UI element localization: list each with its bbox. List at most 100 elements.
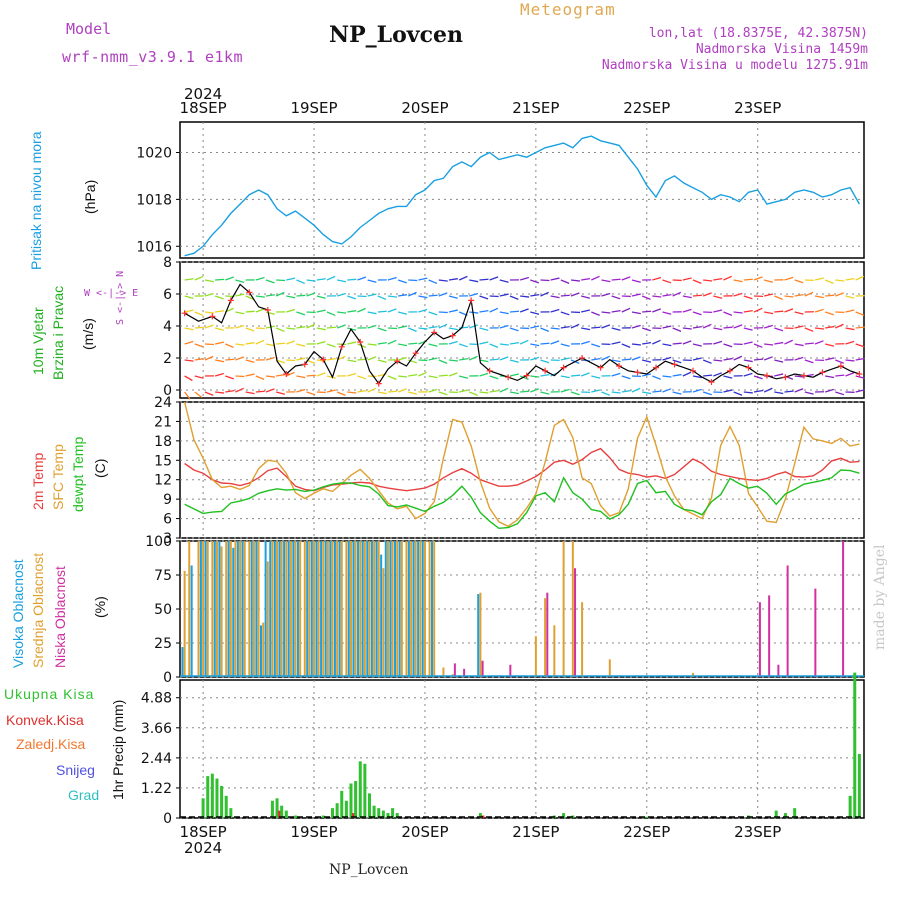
- wind-arrow: [509, 359, 519, 363]
- total-precip-bar: [201, 798, 205, 818]
- wind-arrow: [530, 311, 540, 315]
- wind-arrow: [194, 311, 204, 317]
- total-precip-bar: [331, 808, 335, 818]
- wind-arrow: [458, 375, 469, 379]
- wind-arrow: [255, 276, 265, 281]
- wind-arrow: [743, 391, 753, 394]
- wind-gust-marker: [227, 297, 234, 304]
- wind-arrow: [296, 294, 306, 297]
- wind-arrow: [570, 279, 581, 282]
- low-cloud-bar: [509, 664, 512, 677]
- wind-arrow: [581, 309, 591, 313]
- wind-arrow: [367, 343, 377, 346]
- wind-arrow: [296, 343, 306, 347]
- wind-arrow: [580, 340, 590, 345]
- top-x-tick-label: 22SEP: [623, 99, 670, 117]
- wind-arrow: [469, 391, 478, 396]
- wind-arrow: [306, 374, 316, 377]
- wind-arrow: [794, 375, 804, 378]
- total-precip-bar: [853, 672, 857, 818]
- wind-arrow: [377, 359, 387, 363]
- mid-cloud-bar: [544, 598, 547, 677]
- wind-arrow: [641, 327, 651, 332]
- wind-arrow: [703, 279, 713, 282]
- wind-arrow: [276, 279, 286, 282]
- wind-arrow: [642, 359, 652, 363]
- mid-cloud-bar: [345, 541, 348, 677]
- wind-arrow: [764, 293, 774, 297]
- wind-arrow: [662, 311, 672, 315]
- wind-arrow: [835, 292, 844, 297]
- wind-arrow: [591, 311, 600, 316]
- model-name: wrf-nmm_v3.9.1 e1km: [62, 48, 244, 66]
- wind-arrow: [855, 275, 865, 281]
- wind-arrow: [296, 357, 306, 361]
- wind-arrow: [225, 358, 235, 361]
- mid-cloud-bar: [303, 541, 306, 677]
- wind-arrow: [408, 291, 417, 297]
- wind-arrow: [469, 311, 479, 314]
- wind-arrow: [530, 375, 540, 378]
- mid-cloud-bar: [608, 659, 611, 677]
- mid-cloud-bar: [428, 541, 431, 677]
- y-tick-label: 0: [163, 383, 172, 399]
- wind-arrow: [509, 391, 519, 395]
- wind-gust-marker: [856, 371, 863, 377]
- wind-arrow: [692, 343, 702, 347]
- wind-gust-marker: [486, 367, 493, 374]
- mid-cloud-bar: [285, 541, 288, 677]
- wind-arrow: [784, 276, 794, 281]
- wind-arrow: [702, 323, 712, 329]
- wind-arrow: [692, 325, 702, 329]
- station-title: NP_Lovcen: [329, 22, 463, 48]
- wind-arrow: [530, 325, 540, 329]
- wind-arrow: [652, 276, 662, 281]
- wind-arrow: [682, 277, 692, 281]
- wind-arrow: [438, 292, 448, 297]
- wind-arrow: [367, 279, 377, 283]
- high-cloud-bar: [333, 541, 336, 677]
- wind-arrow: [194, 375, 204, 379]
- wind-arrow: [845, 277, 855, 281]
- wind-arrow: [601, 292, 611, 297]
- low-cloud-bar: [453, 663, 456, 677]
- wind-arrow: [682, 327, 692, 330]
- wind-arrow: [540, 373, 550, 377]
- precip-legend-total: Ukupna Kisa: [4, 686, 95, 702]
- wind-arrow: [428, 343, 438, 347]
- wind-arrow: [286, 340, 295, 345]
- wind-arrow: [489, 343, 499, 348]
- wind-arrow: [438, 279, 448, 282]
- wind-arrow: [692, 311, 702, 316]
- wind-arrow: [418, 277, 428, 281]
- wind-arrow: [784, 295, 794, 298]
- total-precip-bar: [344, 800, 348, 818]
- mid-cloud-bar: [433, 541, 436, 677]
- high-cloud-bar: [236, 541, 239, 677]
- mid-cloud-bar: [396, 541, 399, 677]
- wind-arrow: [398, 375, 408, 378]
- wind-gust-marker: [782, 374, 789, 381]
- wind-arrow: [509, 373, 519, 377]
- wind-arrow: [642, 341, 652, 345]
- wind-arrow: [245, 295, 255, 301]
- wind-arrow: [814, 340, 824, 345]
- temp-2m-line: [184, 447, 860, 492]
- wind-arrow: [713, 277, 723, 281]
- wind-arrow: [438, 323, 448, 329]
- bottom-x-tick-label: 18SEP: [180, 823, 227, 841]
- cloud-name-3: Niska Oblacnost: [52, 566, 68, 668]
- wind-gust-marker: [449, 332, 456, 339]
- wind-arrow: [764, 311, 774, 315]
- wind-arrow: [499, 279, 509, 283]
- wind-gust-marker: [394, 358, 401, 365]
- wind-arrow: [611, 278, 621, 281]
- bottom-x-tick-label: 22SEP: [623, 823, 670, 841]
- wind-arrow: [204, 355, 214, 361]
- wind-arrow: [835, 391, 845, 396]
- wind-arrow: [397, 311, 408, 315]
- high-cloud-bar: [296, 541, 299, 677]
- wind-arrow: [387, 390, 397, 393]
- mid-cloud-bar: [215, 541, 218, 677]
- wind-gust-marker: [542, 367, 549, 374]
